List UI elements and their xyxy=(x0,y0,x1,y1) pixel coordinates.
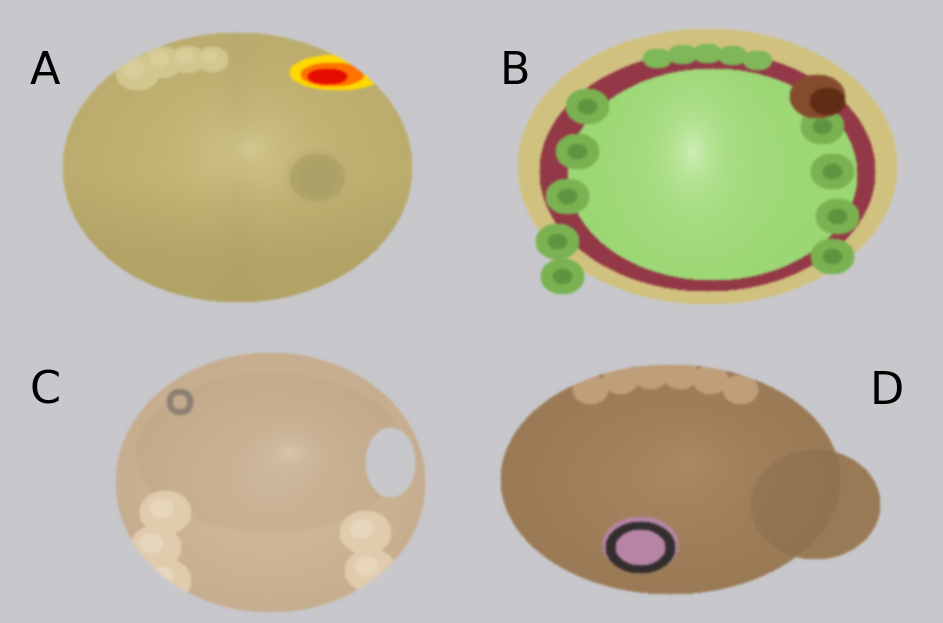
Text: C: C xyxy=(30,370,61,413)
Text: D: D xyxy=(870,370,904,413)
Text: A: A xyxy=(30,50,60,93)
Text: B: B xyxy=(500,50,531,93)
